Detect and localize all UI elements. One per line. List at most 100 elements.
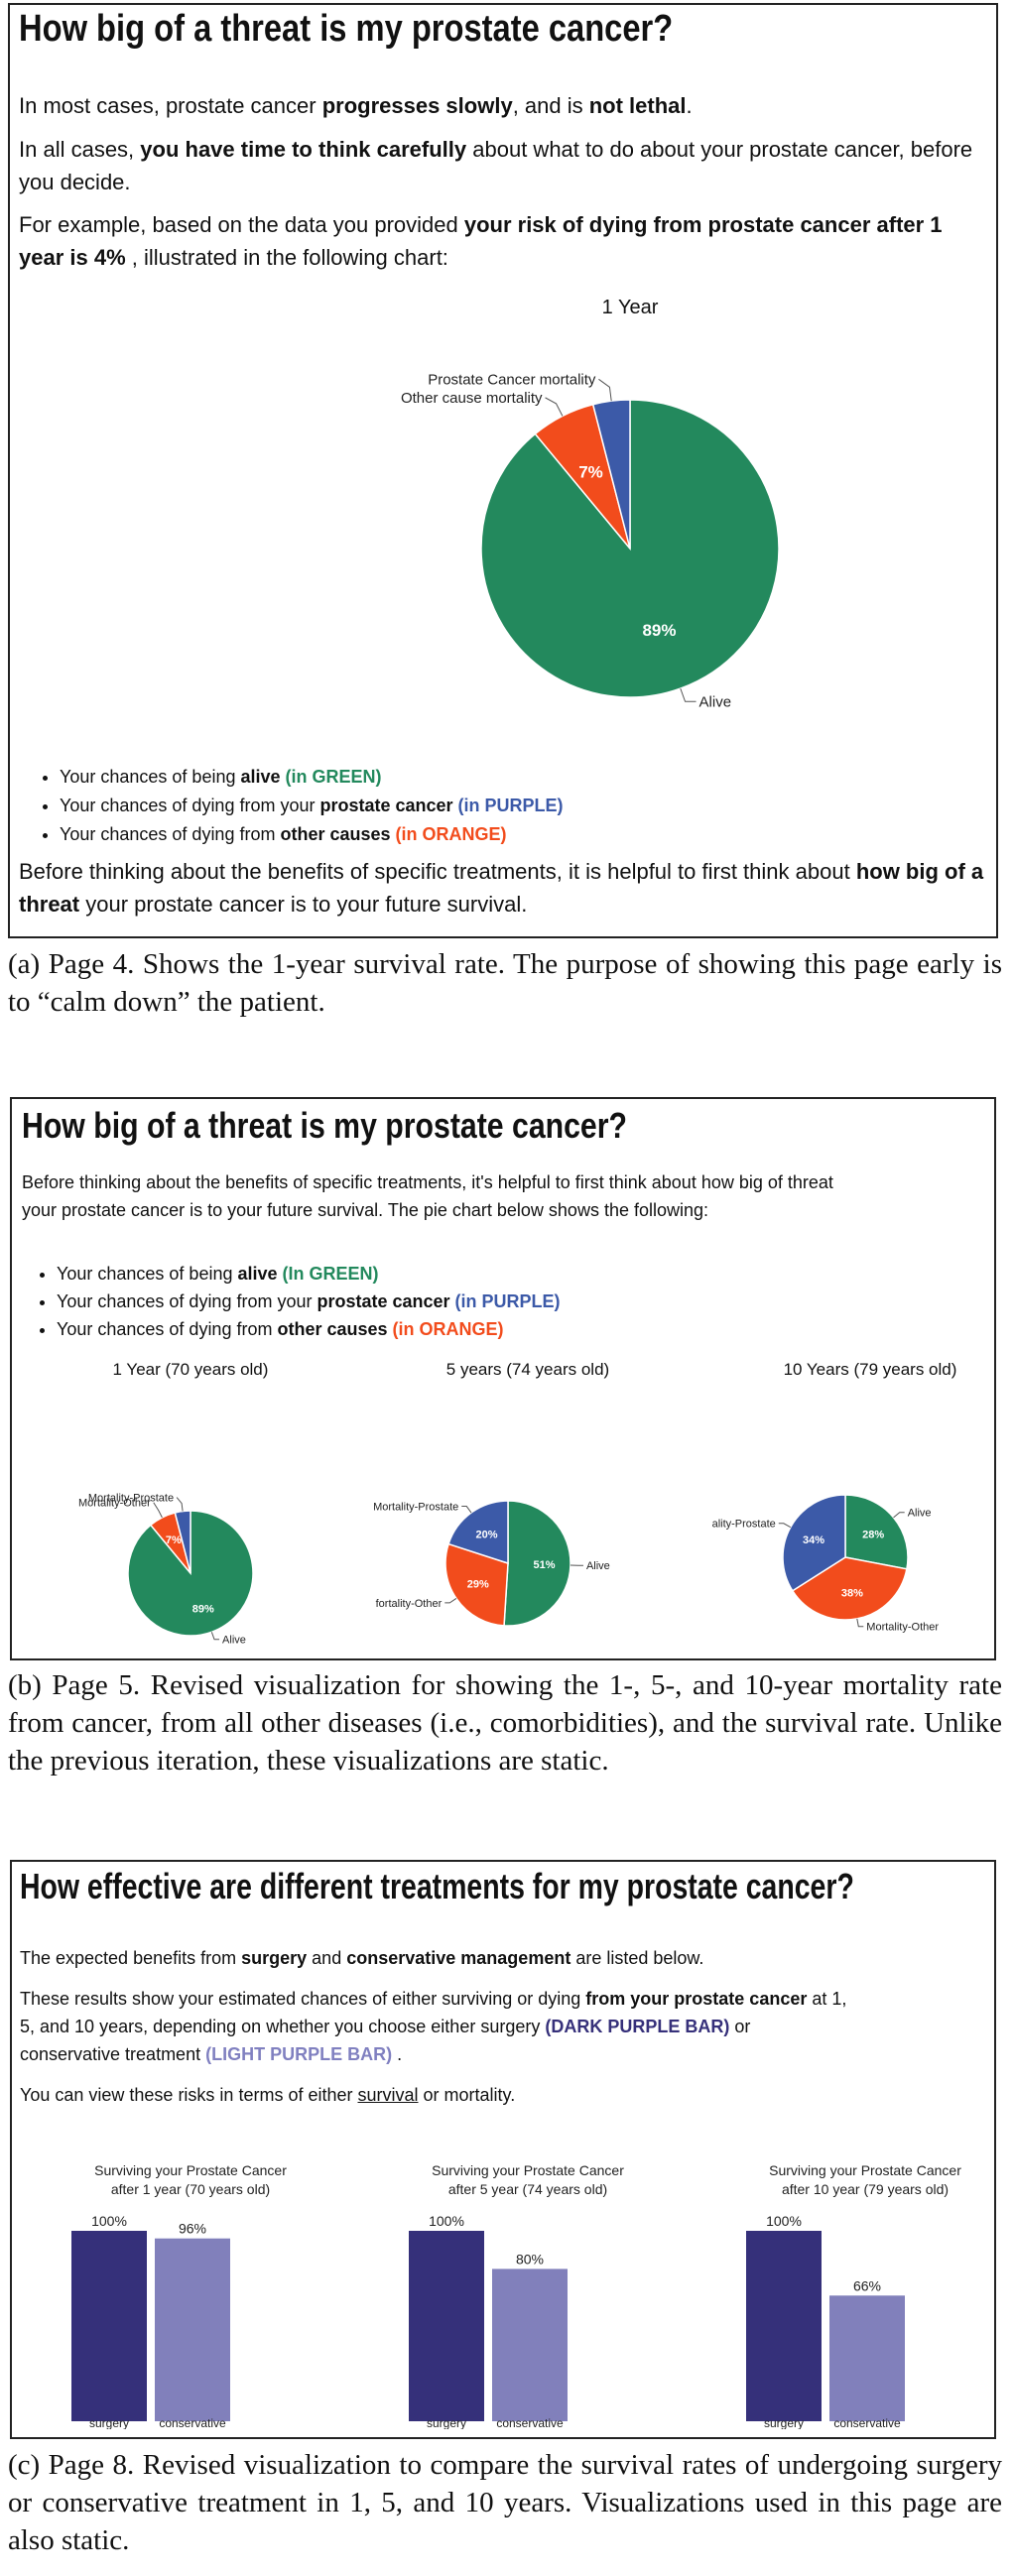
- pie-value-label: 28%: [862, 1530, 884, 1541]
- bar-value-label: 100%: [429, 2213, 464, 2229]
- bar-chart-title: Surviving your Prostate Cancer: [94, 2162, 287, 2178]
- page4-panel: How big of a threat is my prostate cance…: [8, 3, 998, 938]
- caption-c: (c) Page 8. Revised visualization to com…: [8, 2449, 1002, 2556]
- pie-value-label: 20%: [476, 1529, 498, 1540]
- bar-value-label: 66%: [853, 2277, 881, 2293]
- bullet-other: Your chances of dying from other causes …: [57, 1315, 561, 1343]
- bar-chart-title: after 1 year (70 years old): [111, 2181, 270, 2197]
- bar-value-label: 100%: [766, 2213, 802, 2229]
- pie-leader-line: [598, 378, 612, 402]
- bar-conservative: [829, 2295, 905, 2421]
- chart-title: 1 Year: [601, 297, 659, 318]
- bar-value-label: 100%: [91, 2213, 127, 2229]
- pie-leader-line: [545, 397, 564, 417]
- pie-slice-ality-prostate: [782, 1494, 846, 1592]
- bullet-other: Your chances of dying from other causes …: [60, 820, 564, 849]
- bullet-alive: Your chances of being alive (In GREEN): [57, 1260, 561, 1288]
- bar-surgery: [409, 2231, 484, 2421]
- pie-name-label: Mortality-Other: [866, 1622, 939, 1634]
- bar-value-label: 96%: [179, 2221, 206, 2237]
- bar-conservative: [155, 2238, 230, 2421]
- bar-conservative: [492, 2269, 568, 2421]
- pie-leader-line: [153, 1502, 163, 1519]
- bar-chart-1-year: Surviving your Prostate Cancer after 1 ye…: [71, 2162, 287, 2429]
- chart-title-1-year: 1 Year (70 years old): [112, 1360, 269, 1379]
- pie-value-label: 7%: [578, 462, 603, 481]
- pie-value-label: 29%: [467, 1578, 489, 1590]
- pie-value-label: 89%: [192, 1603, 214, 1615]
- chart-title-10-years: 10 Years (79 years old): [783, 1360, 957, 1379]
- bar-category-label: conservative: [496, 2416, 564, 2429]
- pie-value-label: 89%: [642, 621, 676, 640]
- bullet-alive: Your chances of being alive (in GREEN): [60, 763, 564, 792]
- pie-name-label: ality-Prostate: [712, 1519, 776, 1531]
- pie-chart-10-years: 28% Alive 38% Mortality-Other 34% ality-Prost…: [712, 1494, 939, 1634]
- page-title: How big of a threat is my prostate cance…: [22, 1105, 627, 1146]
- pie-leader-line: [461, 1506, 472, 1514]
- bar-category-label: surgery: [89, 2416, 129, 2429]
- bar-chart-title: Surviving your Prostate Cancer: [769, 2162, 961, 2178]
- pie-name-label: Alive: [908, 1508, 932, 1520]
- pie-name-label: Alive: [222, 1635, 246, 1647]
- bar-chart-5-years: Surviving your Prostate Cancer after 5 ye…: [409, 2162, 624, 2429]
- pie-value-label: 51%: [534, 1559, 556, 1571]
- pie-chart-1-year: 89% Alive 7% Mortality-OtherMortality-Prost…: [78, 1492, 254, 1647]
- pie-name-label: Other cause mortality: [401, 390, 543, 407]
- pie-chart-1-year: 89% Alive 7% Other cause mortalityProstate …: [401, 372, 780, 711]
- pie-name-label: Mortality-Other: [78, 1498, 151, 1510]
- bullet-prostate: Your chances of dying from your prostate…: [57, 1288, 561, 1315]
- page8-panel: How effective are different treatments f…: [10, 1860, 996, 2439]
- bar-category-label: surgery: [427, 2416, 466, 2429]
- pie-leader-line: [176, 1497, 184, 1512]
- pie-name-label: fortality-Other: [376, 1598, 443, 1610]
- caption-a: (a) Page 4. Shows the 1-year survival ra…: [8, 948, 1002, 1018]
- bar-chart-title: after 10 year (79 years old): [782, 2181, 949, 2197]
- page-title: How effective are different treatments f…: [20, 1866, 854, 1906]
- pie-name-label: Mortality-Prostate: [373, 1501, 458, 1513]
- pie-slice-alive: [480, 399, 780, 698]
- paragraph-results: These results show your estimated chance…: [20, 1989, 847, 2064]
- pie-leader-line: [444, 1597, 457, 1604]
- bar-category-label: conservative: [159, 2416, 226, 2429]
- pie-leader-line: [893, 1512, 905, 1519]
- pie-name-label: Prostate Cancer mortality: [428, 372, 596, 389]
- paragraph-progress: In most cases, prostate cancer progresse…: [19, 93, 693, 118]
- pie-name-label: Alive: [586, 1560, 610, 1572]
- paragraph-risk: For example, based on the data you provi…: [19, 212, 943, 270]
- bar-chart-title: after 5 year (74 years old): [448, 2181, 607, 2197]
- paragraph-time: In all cases, you have time to think car…: [19, 137, 973, 194]
- pie-value-label: 34%: [803, 1534, 824, 1546]
- pie-leader-line: [856, 1618, 864, 1628]
- paragraph-view: You can view these risks in terms of eit…: [20, 2085, 516, 2105]
- bar-surgery: [71, 2231, 147, 2421]
- pie-slice-prostate-cancer-mortality: [591, 399, 631, 550]
- page-title: How big of a threat is my prostate cance…: [19, 8, 674, 50]
- bullet-prostate: Your chances of dying from your prostate…: [60, 792, 564, 820]
- pie-name-label: Alive: [699, 694, 732, 711]
- bar-chart-10-years: Surviving your Prostate Cancer after 10 y…: [746, 2162, 961, 2429]
- caption-b: (b) Page 5. Revised visualization for sh…: [8, 1669, 1002, 1777]
- pie-leader-line: [778, 1523, 792, 1529]
- bar-value-label: 80%: [516, 2251, 544, 2267]
- page5-panel: How big of a threat is my prostate cance…: [10, 1097, 996, 1660]
- pie-slice-alive: [844, 1494, 909, 1570]
- pie-chart-5-years: 51% Alive 29% fortality-Other 20% Mortality-P…: [373, 1500, 610, 1627]
- bar-chart-title: Surviving your Prostate Cancer: [432, 2162, 624, 2178]
- paragraph-intro: Before thinking about the benefits of sp…: [22, 1172, 833, 1220]
- bar-category-label: surgery: [764, 2416, 804, 2429]
- legend-bullets: Your chances of being alive (In GREEN) Y…: [12, 1260, 561, 1343]
- pie-leader-line: [680, 687, 697, 702]
- pie-leader-line: [210, 1632, 220, 1641]
- paragraph-benefits: The expected benefits from surgery and c…: [20, 1948, 704, 1968]
- bar-surgery: [746, 2231, 822, 2421]
- chart-title-5-years: 5 years (74 years old): [445, 1360, 610, 1379]
- pie-value-label: 7%: [166, 1534, 182, 1546]
- pie-value-label: 38%: [841, 1588, 863, 1600]
- legend-bullets: Your chances of being alive (in GREEN) Y…: [10, 763, 564, 849]
- paragraph-threat: Before thinking about the benefits of sp…: [19, 859, 984, 917]
- pie-slice-mortality-prostate: [174, 1510, 191, 1574]
- bar-category-label: conservative: [833, 2416, 901, 2429]
- pie-slice-alive: [503, 1500, 571, 1627]
- pie-name-label: Mortality-Prostate: [88, 1492, 174, 1504]
- survival-link[interactable]: survival: [357, 2085, 419, 2105]
